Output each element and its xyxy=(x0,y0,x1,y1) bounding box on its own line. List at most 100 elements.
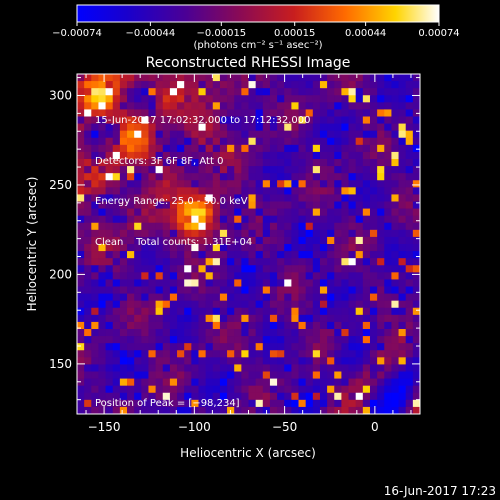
heatmap-cell xyxy=(241,293,249,302)
heatmap-cell xyxy=(362,350,371,358)
heatmap-cell xyxy=(377,244,385,252)
heatmap-cell xyxy=(255,244,264,252)
heatmap-cell xyxy=(162,371,171,379)
heatmap-cell xyxy=(219,329,228,337)
heatmap-cell xyxy=(148,81,157,89)
heatmap-cell xyxy=(112,173,121,181)
heatmap-cell xyxy=(334,95,342,103)
heatmap-cell xyxy=(384,392,392,401)
heatmap-cell xyxy=(219,166,228,174)
heatmap-cell xyxy=(148,300,157,309)
heatmap-cell xyxy=(119,187,128,195)
heatmap-cell xyxy=(227,336,235,344)
heatmap-cell xyxy=(127,173,135,181)
heatmap-cell xyxy=(227,229,235,238)
heatmap-cell xyxy=(241,364,249,372)
heatmap-cell xyxy=(134,314,142,323)
heatmap-cell xyxy=(219,194,228,202)
heatmap-cell xyxy=(205,222,214,231)
heatmap-cell xyxy=(334,286,342,294)
heatmap-cell xyxy=(305,343,314,351)
heatmap-cell xyxy=(127,102,135,110)
heatmap-cell xyxy=(227,151,235,160)
heatmap-cell xyxy=(377,300,385,309)
heatmap-cell xyxy=(98,236,106,245)
heatmap-cell xyxy=(241,336,249,344)
heatmap-cell xyxy=(177,378,185,387)
heatmap-cell xyxy=(162,166,171,174)
heatmap-cell xyxy=(77,180,85,188)
heatmap-cell xyxy=(155,151,164,160)
heatmap-cell xyxy=(284,293,292,302)
heatmap-cell xyxy=(255,159,264,167)
heatmap-cell xyxy=(98,102,106,110)
heatmap-cell xyxy=(341,137,349,146)
heatmap-cell xyxy=(77,392,85,401)
heatmap-cell xyxy=(391,144,399,153)
heatmap-cell xyxy=(391,307,399,316)
heatmap-cell xyxy=(391,314,399,323)
heatmap-cell xyxy=(262,258,271,266)
heatmap-cell xyxy=(112,286,121,294)
heatmap-cell xyxy=(405,350,414,358)
heatmap-cell xyxy=(377,180,385,188)
heatmap-cell xyxy=(84,180,92,188)
heatmap-cell xyxy=(319,350,328,358)
heatmap-cell xyxy=(162,244,171,252)
heatmap-cell xyxy=(141,258,149,266)
heatmap-cell xyxy=(291,314,299,323)
heatmap-cell xyxy=(177,314,185,323)
heatmap-cell xyxy=(241,378,249,387)
heatmap-cell xyxy=(291,151,299,160)
heatmap-cell xyxy=(98,88,106,96)
heatmap-cell xyxy=(319,272,328,280)
colorbar xyxy=(76,4,440,23)
heatmap-cell xyxy=(291,180,299,188)
heatmap-cell xyxy=(227,88,235,96)
heatmap-cell xyxy=(184,286,192,294)
heatmap-cell xyxy=(141,321,149,330)
heatmap-cell xyxy=(305,286,314,294)
heatmap-cell xyxy=(148,194,157,202)
heatmap-cell xyxy=(205,166,214,174)
heatmap-cell xyxy=(398,201,407,209)
heatmap-cell xyxy=(212,159,221,167)
heatmap-cell xyxy=(319,173,328,181)
heatmap-cell xyxy=(341,279,349,287)
heatmap-cell xyxy=(148,116,157,124)
heatmap-cell xyxy=(305,159,314,167)
heatmap-cell xyxy=(305,208,314,217)
heatmap-cell xyxy=(384,130,392,139)
heatmap-cell xyxy=(277,215,285,224)
heatmap-cell xyxy=(284,385,292,394)
heatmap-cell xyxy=(269,293,278,302)
heatmap-cell xyxy=(119,215,128,224)
heatmap-cell xyxy=(91,95,99,103)
heatmap-cell xyxy=(412,229,420,238)
heatmap-cell xyxy=(98,151,106,160)
heatmap-cell xyxy=(362,144,371,153)
heatmap-cell xyxy=(84,144,92,153)
heatmap-cell xyxy=(134,321,142,330)
heatmap-cell xyxy=(91,180,99,188)
heatmap-cell xyxy=(269,251,278,259)
heatmap-cell xyxy=(241,251,249,259)
heatmap-cell xyxy=(334,123,342,132)
heatmap-cell xyxy=(348,208,357,217)
heatmap-cell xyxy=(298,350,307,358)
heatmap-cell xyxy=(184,201,192,209)
heatmap-cell xyxy=(341,399,349,408)
heatmap-cell xyxy=(105,300,114,309)
heatmap-cell xyxy=(377,279,385,287)
peak-position-label: Position of Peak = [−98,234] xyxy=(95,398,240,409)
heatmap-cell xyxy=(177,343,185,351)
heatmap-cell xyxy=(391,385,399,394)
heatmap-cell xyxy=(412,173,420,181)
heatmap-cell xyxy=(362,109,371,117)
heatmap-cell xyxy=(205,109,214,117)
heatmap-cell xyxy=(248,173,257,181)
heatmap-cell xyxy=(91,159,99,167)
heatmap-cell xyxy=(119,258,128,266)
heatmap-cell xyxy=(369,385,378,394)
heatmap-cell xyxy=(198,371,207,379)
